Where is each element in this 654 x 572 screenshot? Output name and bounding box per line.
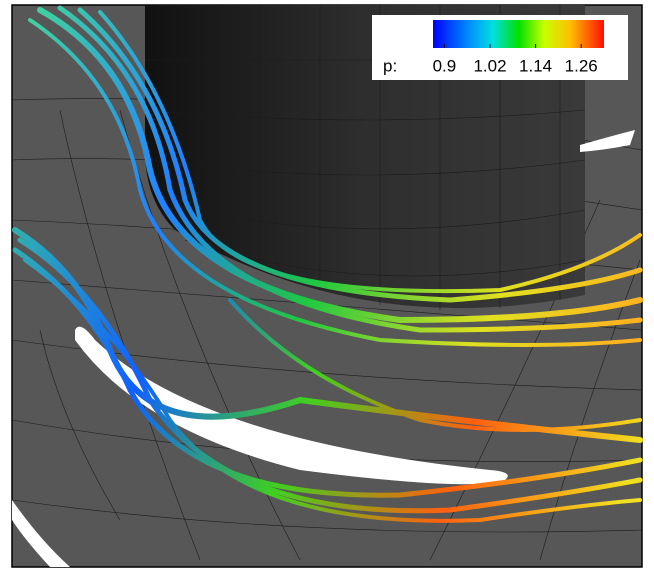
colorbar-tick-label: 0.9: [433, 56, 457, 75]
colorbar-tick-label: 1.26: [565, 56, 598, 75]
colorbar-tick-label: 1.02: [473, 56, 506, 75]
visualization: p: 0.9 1.02 1.14 1.26: [0, 0, 654, 572]
legend-label: p:: [383, 56, 397, 75]
legend: p: 0.9 1.02 1.14 1.26: [372, 15, 628, 80]
colorbar-tick-label: 1.14: [519, 56, 552, 75]
colorbar: [433, 20, 604, 48]
